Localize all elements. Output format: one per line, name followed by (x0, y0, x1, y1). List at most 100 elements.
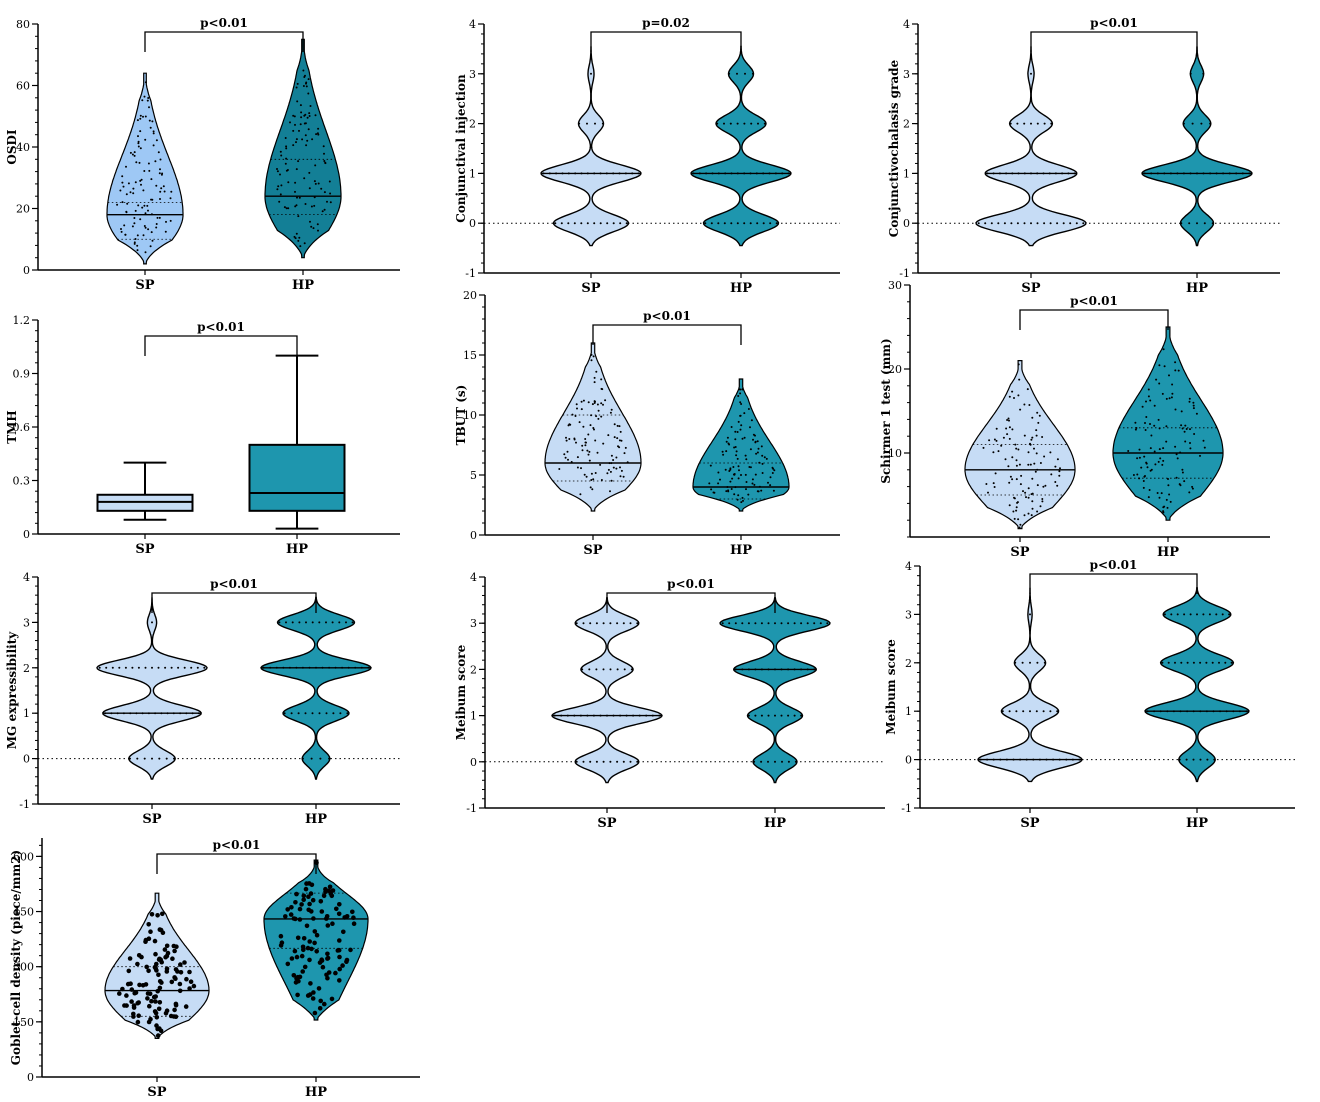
data-point (1174, 369, 1177, 372)
chart-panel-8: -1 0 1 2 3 4 SP HP Meibum score p<0.01 (454, 571, 885, 831)
data-point (743, 122, 746, 125)
data-point (737, 477, 740, 480)
x-category-label: SP (135, 542, 154, 557)
data-point (1029, 661, 1031, 664)
data-point (314, 182, 317, 185)
data-point (116, 203, 119, 206)
data-point (589, 486, 592, 489)
data-point (587, 401, 590, 404)
data-point (756, 490, 759, 493)
data-point (1043, 455, 1046, 458)
data-point (304, 881, 309, 886)
data-point (147, 162, 150, 165)
data-point (317, 960, 323, 965)
data-point (742, 499, 744, 502)
data-point (170, 190, 173, 193)
data-point (620, 439, 623, 442)
data-point (1199, 758, 1202, 761)
data-point (329, 893, 335, 899)
data-point (765, 457, 768, 460)
data-point (133, 151, 136, 154)
data-point (1062, 222, 1065, 225)
violin-SP (977, 587, 1083, 783)
data-point (741, 388, 744, 390)
y-tick-label: 3 (903, 68, 910, 81)
data-point (740, 403, 743, 405)
data-point (1054, 465, 1057, 468)
data-point (147, 1003, 152, 1009)
data-point (1160, 492, 1163, 495)
y-tick-label: 40 (16, 141, 30, 154)
data-point (1136, 473, 1139, 476)
data-point (329, 996, 335, 1002)
data-point (298, 129, 300, 132)
data-point (754, 622, 757, 625)
data-point (295, 86, 298, 89)
data-point (151, 198, 154, 201)
x-category-label: SP (142, 812, 161, 827)
data-point (325, 951, 330, 957)
data-point (295, 168, 298, 171)
data-point (159, 190, 162, 193)
data-point (1144, 429, 1147, 431)
data-point (594, 439, 597, 442)
data-point (125, 211, 128, 214)
data-point (1142, 486, 1145, 489)
data-point (1006, 419, 1009, 421)
data-point (329, 192, 332, 195)
data-point (151, 120, 154, 123)
data-point (725, 450, 728, 453)
data-point (565, 439, 568, 442)
data-point (609, 622, 612, 625)
data-point (1015, 447, 1018, 450)
data-point (724, 468, 727, 471)
data-point (1202, 613, 1205, 616)
violin-HP (692, 378, 790, 512)
data-point (1158, 364, 1161, 367)
data-point (1027, 487, 1030, 490)
data-point (312, 929, 318, 934)
data-point (307, 939, 313, 944)
data-point (146, 99, 149, 102)
data-point (131, 225, 134, 228)
data-point (155, 1033, 161, 1038)
data-point (147, 228, 150, 231)
data-point (132, 192, 135, 195)
data-point (183, 666, 186, 669)
data-point (769, 484, 772, 487)
data-point (1035, 429, 1038, 432)
data-point (339, 712, 342, 715)
data-point (1008, 419, 1010, 422)
data-point (735, 454, 738, 457)
y-tick-label: 450 (13, 906, 34, 919)
data-point (993, 486, 996, 488)
data-point (1008, 710, 1011, 713)
data-point (600, 378, 603, 381)
data-point (134, 209, 137, 212)
data-point (310, 205, 313, 208)
data-point (1199, 661, 1202, 664)
data-point (761, 472, 764, 474)
data-point (716, 122, 719, 125)
data-point (148, 929, 153, 934)
data-point (1036, 122, 1039, 125)
data-point (589, 622, 592, 625)
data-point (756, 451, 759, 454)
data-point (618, 439, 621, 442)
data-point (616, 424, 619, 427)
data-point (277, 185, 280, 188)
data-point (132, 187, 135, 190)
data-point (602, 668, 605, 671)
data-point (1176, 457, 1179, 460)
data-point (334, 906, 339, 912)
data-point (1036, 510, 1039, 513)
data-point (767, 481, 769, 484)
data-point (1019, 408, 1022, 411)
data-point (296, 978, 301, 984)
data-point (330, 888, 336, 893)
data-point (135, 961, 140, 967)
data-point (278, 621, 281, 624)
data-point (306, 894, 311, 899)
data-point (1147, 496, 1150, 499)
p-value-label: p<0.01 (667, 577, 715, 591)
